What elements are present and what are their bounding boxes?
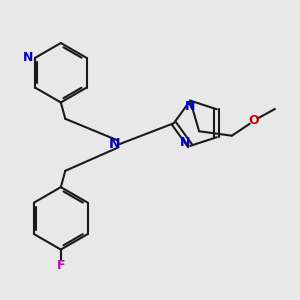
Text: F: F <box>57 260 65 272</box>
Text: N: N <box>180 136 190 149</box>
Text: N: N <box>185 100 195 113</box>
Text: N: N <box>23 51 34 64</box>
Text: N: N <box>109 137 120 151</box>
Text: O: O <box>249 114 260 127</box>
